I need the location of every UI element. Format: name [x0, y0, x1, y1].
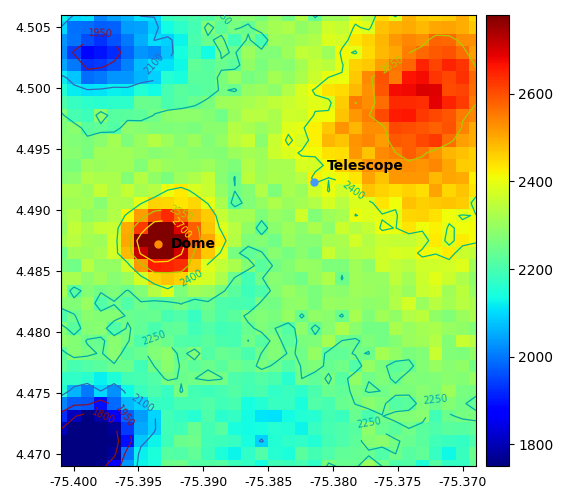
- Text: 2550: 2550: [168, 204, 195, 223]
- Text: 2100: 2100: [142, 51, 166, 77]
- Text: 1950: 1950: [113, 403, 136, 429]
- Text: 2250: 2250: [355, 416, 382, 430]
- Text: 1800: 1800: [90, 406, 117, 426]
- Text: 2700: 2700: [169, 216, 192, 241]
- Text: 2250: 2250: [209, 3, 232, 28]
- Text: 2400: 2400: [179, 268, 205, 289]
- Text: 2100: 2100: [129, 393, 156, 415]
- Text: Telescope: Telescope: [327, 159, 404, 173]
- Text: 2400: 2400: [340, 179, 366, 202]
- Text: 2550: 2550: [380, 54, 406, 76]
- Text: 1950: 1950: [88, 29, 113, 40]
- Text: 2250: 2250: [423, 393, 449, 406]
- Text: 2250: 2250: [141, 329, 168, 347]
- Text: Dome: Dome: [171, 237, 216, 251]
